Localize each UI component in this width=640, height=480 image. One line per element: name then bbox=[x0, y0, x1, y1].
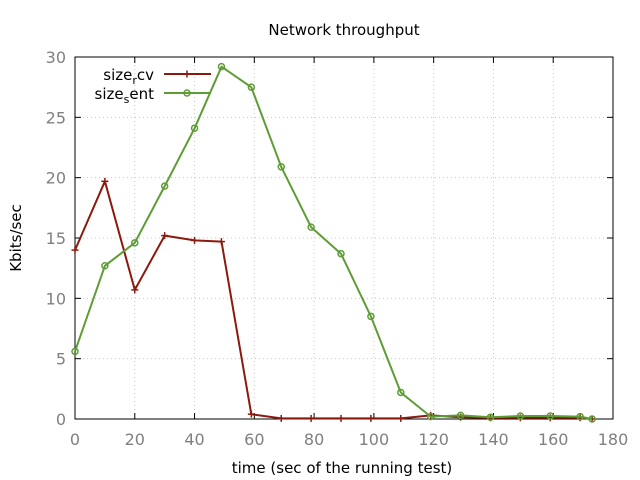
series-layer bbox=[71, 62, 596, 423]
x-tick-label: 40 bbox=[184, 430, 204, 449]
x-tick-label: 100 bbox=[359, 430, 390, 449]
legend-entry-size-rcv: sizercv bbox=[103, 66, 211, 87]
data-point bbox=[337, 249, 345, 258]
x-tick-label: 20 bbox=[125, 430, 145, 449]
data-point bbox=[277, 414, 285, 422]
legend-swatch-marker bbox=[183, 70, 191, 78]
series-size-sent bbox=[71, 62, 596, 423]
y-axis-title: Kbits/sec bbox=[7, 204, 25, 272]
data-point bbox=[247, 410, 255, 418]
x-tick-label: 60 bbox=[244, 430, 264, 449]
data-point bbox=[337, 414, 345, 422]
series-line bbox=[74, 65, 593, 420]
y-tick-label: 10 bbox=[46, 289, 66, 308]
data-point bbox=[367, 414, 375, 422]
y-tick-label: 25 bbox=[46, 108, 66, 127]
data-point bbox=[131, 286, 139, 294]
y-tick-label: 15 bbox=[46, 229, 66, 248]
y-tick-label: 30 bbox=[46, 48, 66, 67]
data-point bbox=[426, 412, 435, 421]
data-point bbox=[397, 414, 405, 422]
x-axis-title: time (sec of the running test) bbox=[232, 459, 453, 477]
data-point bbox=[588, 415, 596, 423]
data-point bbox=[247, 83, 256, 91]
data-point bbox=[71, 347, 79, 356]
data-point bbox=[546, 412, 554, 420]
x-tick-label: 160 bbox=[538, 430, 569, 449]
data-point bbox=[71, 246, 79, 254]
series-line bbox=[74, 180, 593, 420]
data-point bbox=[397, 388, 405, 397]
data-point bbox=[160, 182, 169, 190]
data-point bbox=[131, 239, 139, 247]
data-point bbox=[456, 411, 465, 420]
y-tick-label: 5 bbox=[56, 350, 66, 369]
data-point bbox=[367, 312, 375, 321]
data-point bbox=[191, 236, 199, 244]
data-point bbox=[576, 412, 584, 421]
x-tick-label: 0 bbox=[70, 430, 80, 449]
data-point bbox=[190, 124, 199, 132]
legend-label: sizercv bbox=[103, 66, 154, 87]
x-tick-label: 180 bbox=[598, 430, 629, 449]
data-point bbox=[277, 163, 285, 171]
data-point bbox=[516, 412, 525, 420]
data-point bbox=[307, 414, 315, 422]
legend-label: sizesent bbox=[95, 85, 155, 106]
grid bbox=[75, 57, 613, 419]
x-tick-label: 80 bbox=[304, 430, 324, 449]
legend-swatch-marker bbox=[183, 89, 191, 97]
chart-title: Network throughput bbox=[268, 21, 419, 39]
data-point bbox=[486, 413, 495, 421]
data-point bbox=[161, 232, 169, 240]
axis-ticks: 0 20 40 60 80 100 120 140 160 180 0 5 10 15 20 25 30 bbox=[46, 48, 629, 449]
y-tick-label: 20 bbox=[46, 169, 66, 188]
data-point bbox=[217, 238, 225, 246]
data-point bbox=[101, 262, 109, 270]
x-tick-label: 140 bbox=[478, 430, 509, 449]
data-point bbox=[217, 62, 226, 71]
legend-entry-size-sent: sizesent bbox=[95, 85, 211, 106]
data-point bbox=[307, 223, 315, 231]
data-point bbox=[101, 177, 109, 185]
x-tick-label: 120 bbox=[418, 430, 449, 449]
y-tick-label: 0 bbox=[56, 410, 66, 429]
